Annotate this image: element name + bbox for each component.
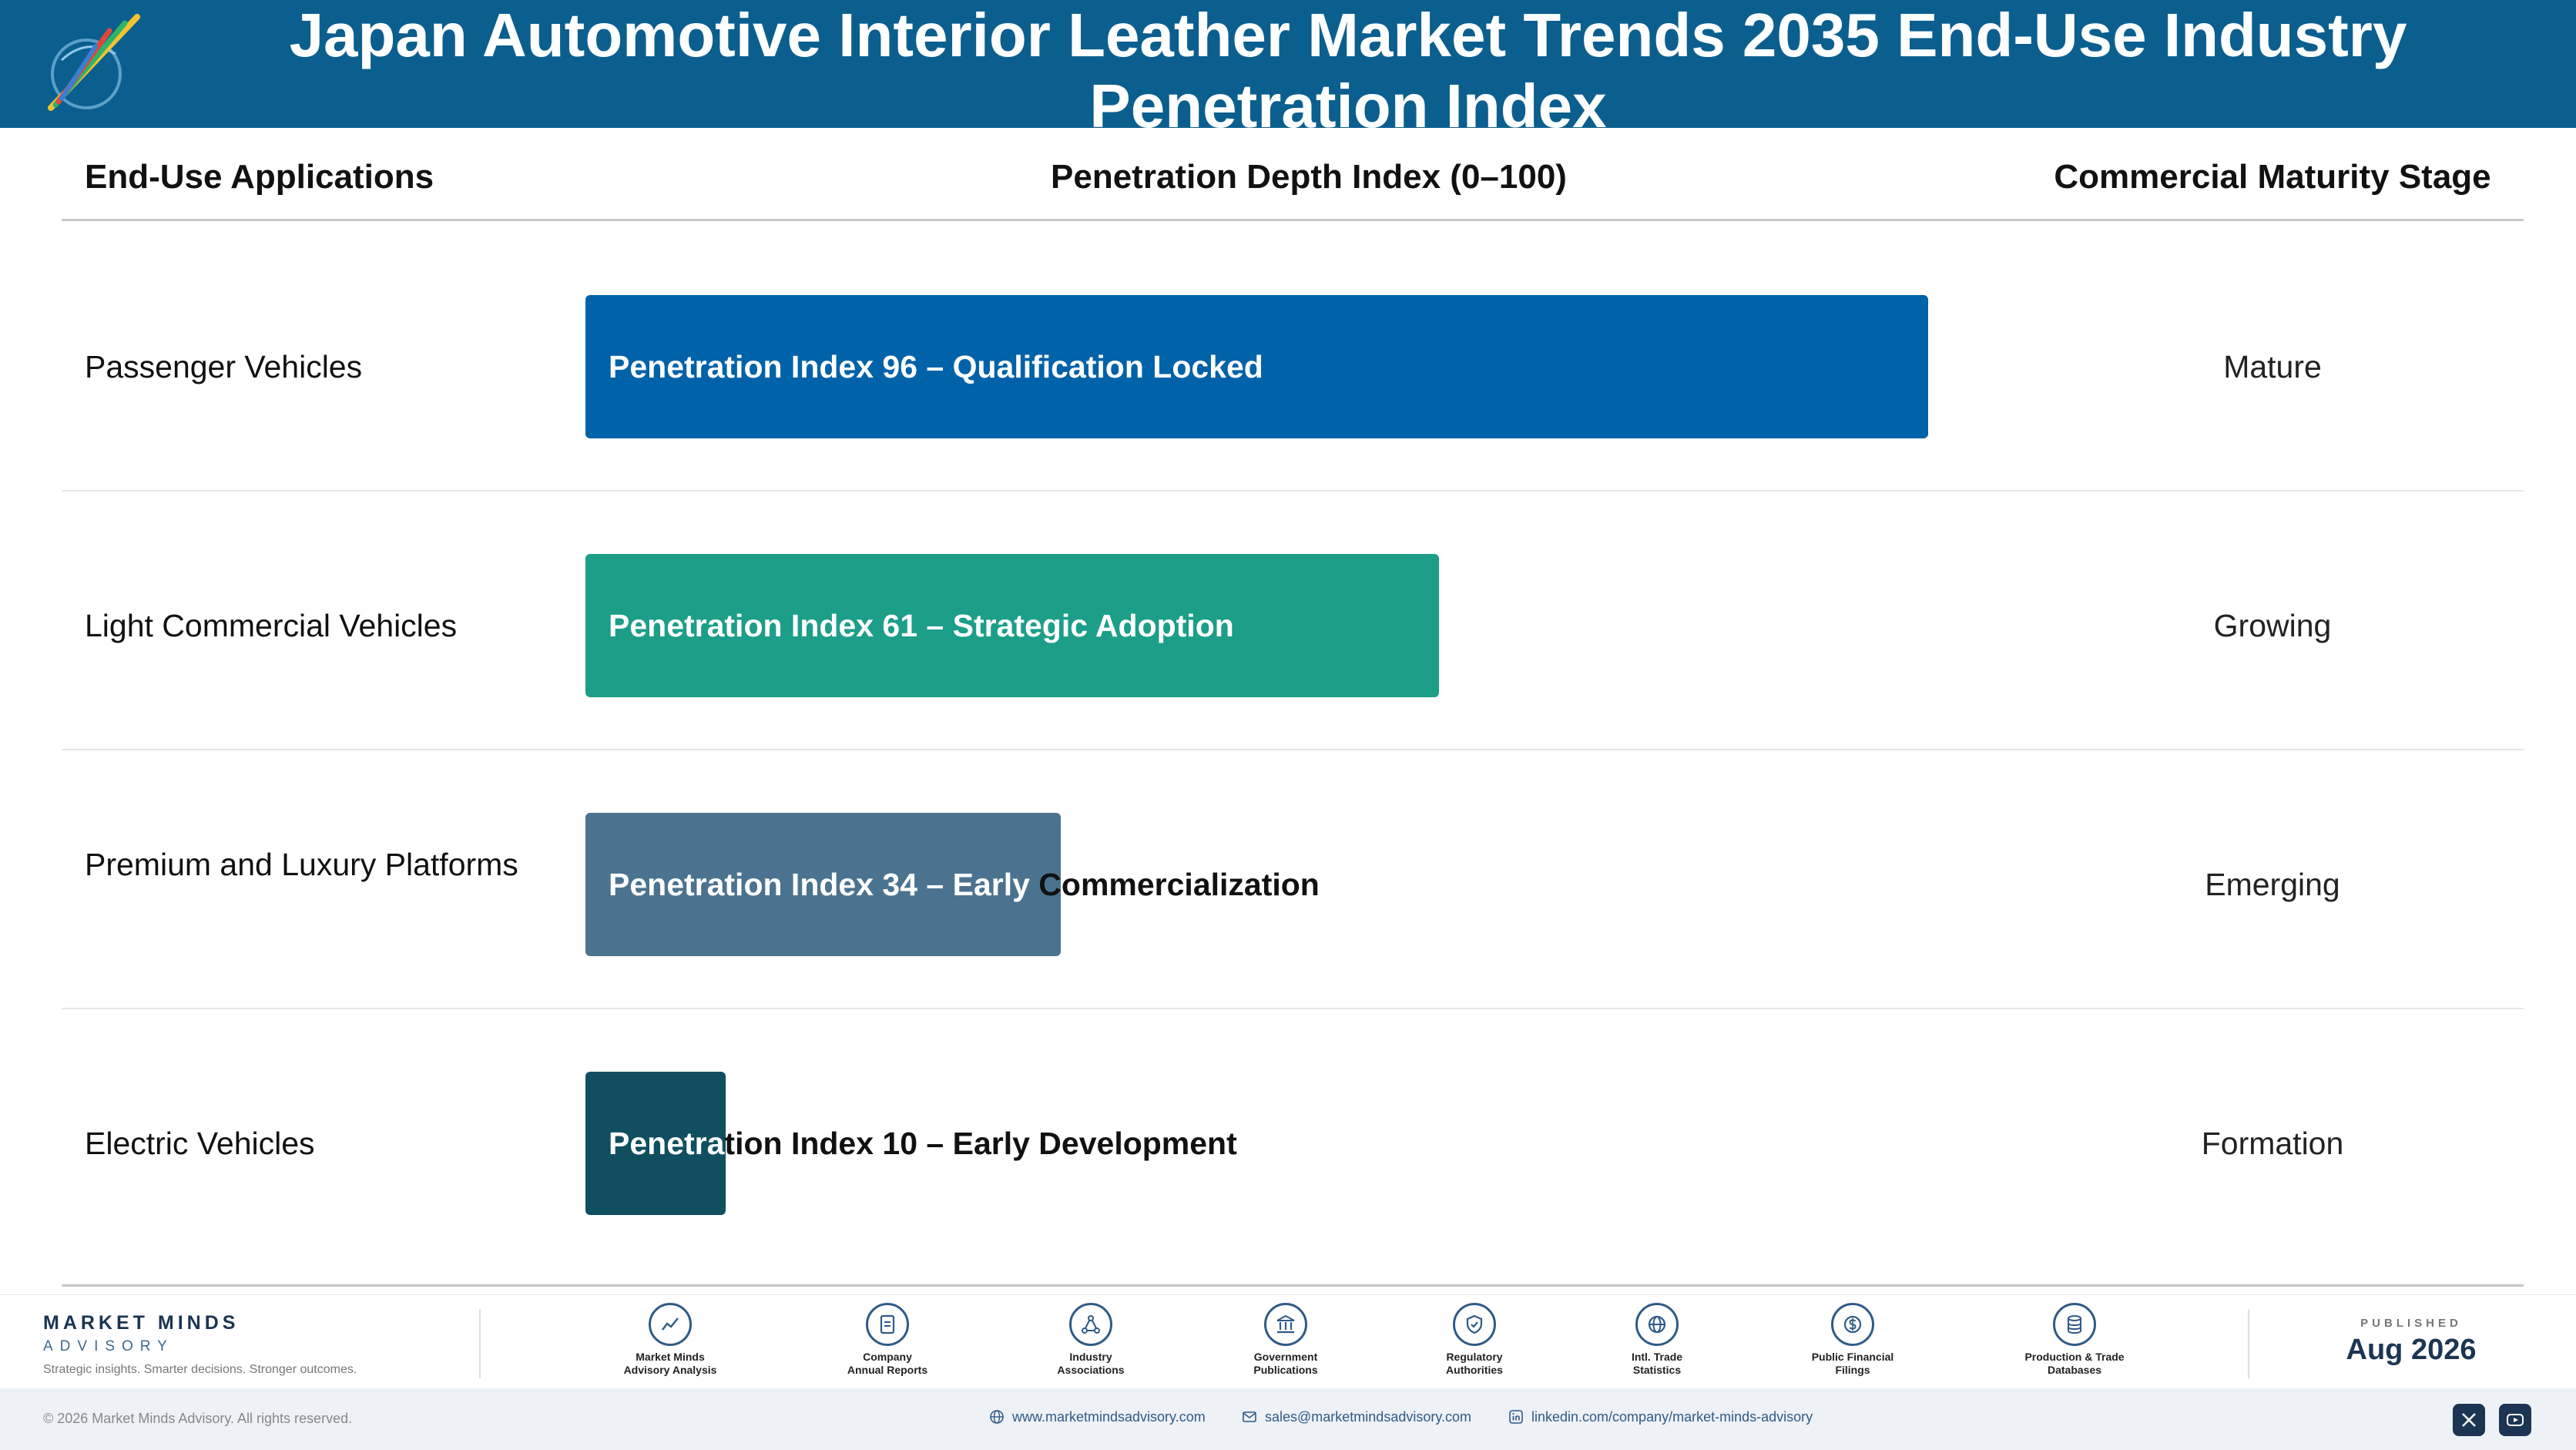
source-label: Production & Trade Databases (2001, 1351, 2148, 1377)
footer: MARKET MINDS ADVISORY Strategic insights… (0, 1294, 2576, 1388)
source-label: Intl. Trade Statistics (1584, 1351, 1730, 1377)
copyright-text: © 2026 Market Minds Advisory. All rights… (43, 1411, 353, 1426)
row-divider (62, 490, 2524, 492)
youtube-icon (2507, 1414, 2524, 1426)
email-link[interactable]: sales@marketmindsadvisory.com (1242, 1409, 1471, 1425)
column-header-applications: End-Use Applications (85, 158, 434, 196)
bar (585, 813, 1062, 956)
header-banner: Japan Automotive Interior Leather Market… (0, 0, 2576, 140)
row-divider (62, 1008, 2524, 1009)
source-label-line2: Databases (2047, 1364, 2102, 1376)
dollar-coin-icon (1831, 1303, 1874, 1346)
source-label-line2: Associations (1057, 1364, 1125, 1376)
globe-icon (1635, 1303, 1679, 1346)
source-label-line1: Regulatory (1446, 1351, 1503, 1363)
x-social-button[interactable] (2453, 1404, 2485, 1436)
sub-footer: © 2026 Market Minds Advisory. All rights… (0, 1388, 2576, 1450)
published-date: Aug 2026 (2346, 1334, 2477, 1366)
source-label-line1: Company (863, 1351, 912, 1363)
source-label: Industry Associations (1018, 1351, 1164, 1377)
brand-name: MARKET MINDS (43, 1312, 240, 1334)
source-label-line1: Industry (1069, 1351, 1112, 1363)
source-label: Market Minds Advisory Analysis (597, 1351, 743, 1377)
website-link[interactable]: www.marketmindsadvisory.com (989, 1409, 1206, 1425)
source-label: Company Annual Reports (814, 1351, 961, 1377)
source-label-line1: Public Financial (1811, 1351, 1894, 1363)
source-label-line2: Filings (1835, 1364, 1870, 1376)
row-label: Passenger Vehicles (85, 349, 363, 384)
source-label-line1: Market Minds (636, 1351, 705, 1363)
database-icon (2053, 1303, 2096, 1346)
logo-icon (48, 14, 140, 111)
row-label: Premium and Luxury Platforms (85, 847, 518, 882)
document-icon (866, 1303, 909, 1346)
source-item: Industry Associations (1018, 1303, 1164, 1377)
linkedin-text: linkedin.com/company/market-minds-adviso… (1531, 1409, 1813, 1425)
government-building-icon (1264, 1303, 1307, 1346)
website-text: www.marketmindsadvisory.com (1012, 1409, 1206, 1425)
source-label-line2: Authorities (1446, 1364, 1503, 1376)
source-label-line2: Publications (1253, 1364, 1318, 1376)
bar-label: Penetration Index 34 – Early Commerciali… (609, 867, 1320, 902)
brand-tagline: Strategic insights. Smarter decisions. S… (43, 1363, 357, 1376)
published-label: PUBLISHED (2360, 1317, 2462, 1330)
email-text: sales@marketmindsadvisory.com (1265, 1409, 1472, 1425)
maturity-stage: Emerging (2205, 867, 2340, 902)
source-label-line2: Statistics (1632, 1364, 1682, 1376)
maturity-stage: Growing (2213, 608, 2332, 643)
row-label: Electric Vehicles (85, 1126, 315, 1161)
source-label-line1: Intl. Trade (1631, 1351, 1683, 1363)
linkedin-icon (1509, 1410, 1523, 1424)
source-item: Government Publications (1213, 1303, 1359, 1377)
row-label: Light Commercial Vehicles (85, 608, 458, 643)
source-label-line2: Annual Reports (847, 1364, 928, 1376)
bar-label: Penetration Index 10 – Early Development (609, 1126, 1237, 1161)
bar-label: Penetration Index 96 – Qualification Loc… (609, 349, 1263, 384)
footer-divider (479, 1309, 481, 1378)
maturity-stage: Mature (2223, 349, 2322, 384)
source-label-line1: Government (1253, 1351, 1318, 1363)
bar (585, 1072, 726, 1215)
source-item: Intl. Trade Statistics (1584, 1303, 1730, 1377)
source-label: Public Financial Filings (1779, 1351, 1926, 1377)
footer-divider (2248, 1309, 2249, 1378)
column-header-index: Penetration Depth Index (0–100) (1051, 158, 1567, 196)
source-item: Company Annual Reports (814, 1303, 961, 1377)
globe-icon (990, 1410, 1004, 1424)
source-label: Regulatory Authorities (1401, 1351, 1548, 1377)
page-title: Japan Automotive Interior Leather Market… (289, 1, 2407, 140)
source-item: Regulatory Authorities (1401, 1303, 1548, 1377)
source-item: Market Minds Advisory Analysis (597, 1303, 743, 1377)
mail-icon (1243, 1411, 1256, 1422)
youtube-social-button[interactable] (2499, 1404, 2531, 1436)
bar-label: Penetration Index 61 – Strategic Adoptio… (609, 608, 1234, 643)
maturity-stage: Formation (2201, 1126, 2344, 1161)
header-divider (62, 219, 2524, 221)
brand-subtitle: ADVISORY (43, 1338, 174, 1354)
bar (585, 554, 1439, 697)
source-label-line2: Advisory Analysis (623, 1364, 717, 1376)
source-label-line1: Production & Trade (2024, 1351, 2125, 1363)
column-header-stage: Commercial Maturity Stage (2054, 158, 2491, 196)
x-logo-icon (2462, 1413, 2476, 1427)
linkedin-link[interactable]: linkedin.com/company/market-minds-adviso… (1508, 1409, 1813, 1425)
shield-check-icon (1453, 1303, 1496, 1346)
row-divider (62, 749, 2524, 750)
source-item: Production & Trade Databases (2001, 1303, 2148, 1377)
chart-bottom-divider (62, 1284, 2524, 1287)
network-icon (1069, 1303, 1112, 1346)
chart-line-icon (649, 1303, 692, 1346)
source-label: Government Publications (1213, 1351, 1359, 1377)
source-item: Public Financial Filings (1779, 1303, 1926, 1377)
bar (585, 295, 1929, 438)
